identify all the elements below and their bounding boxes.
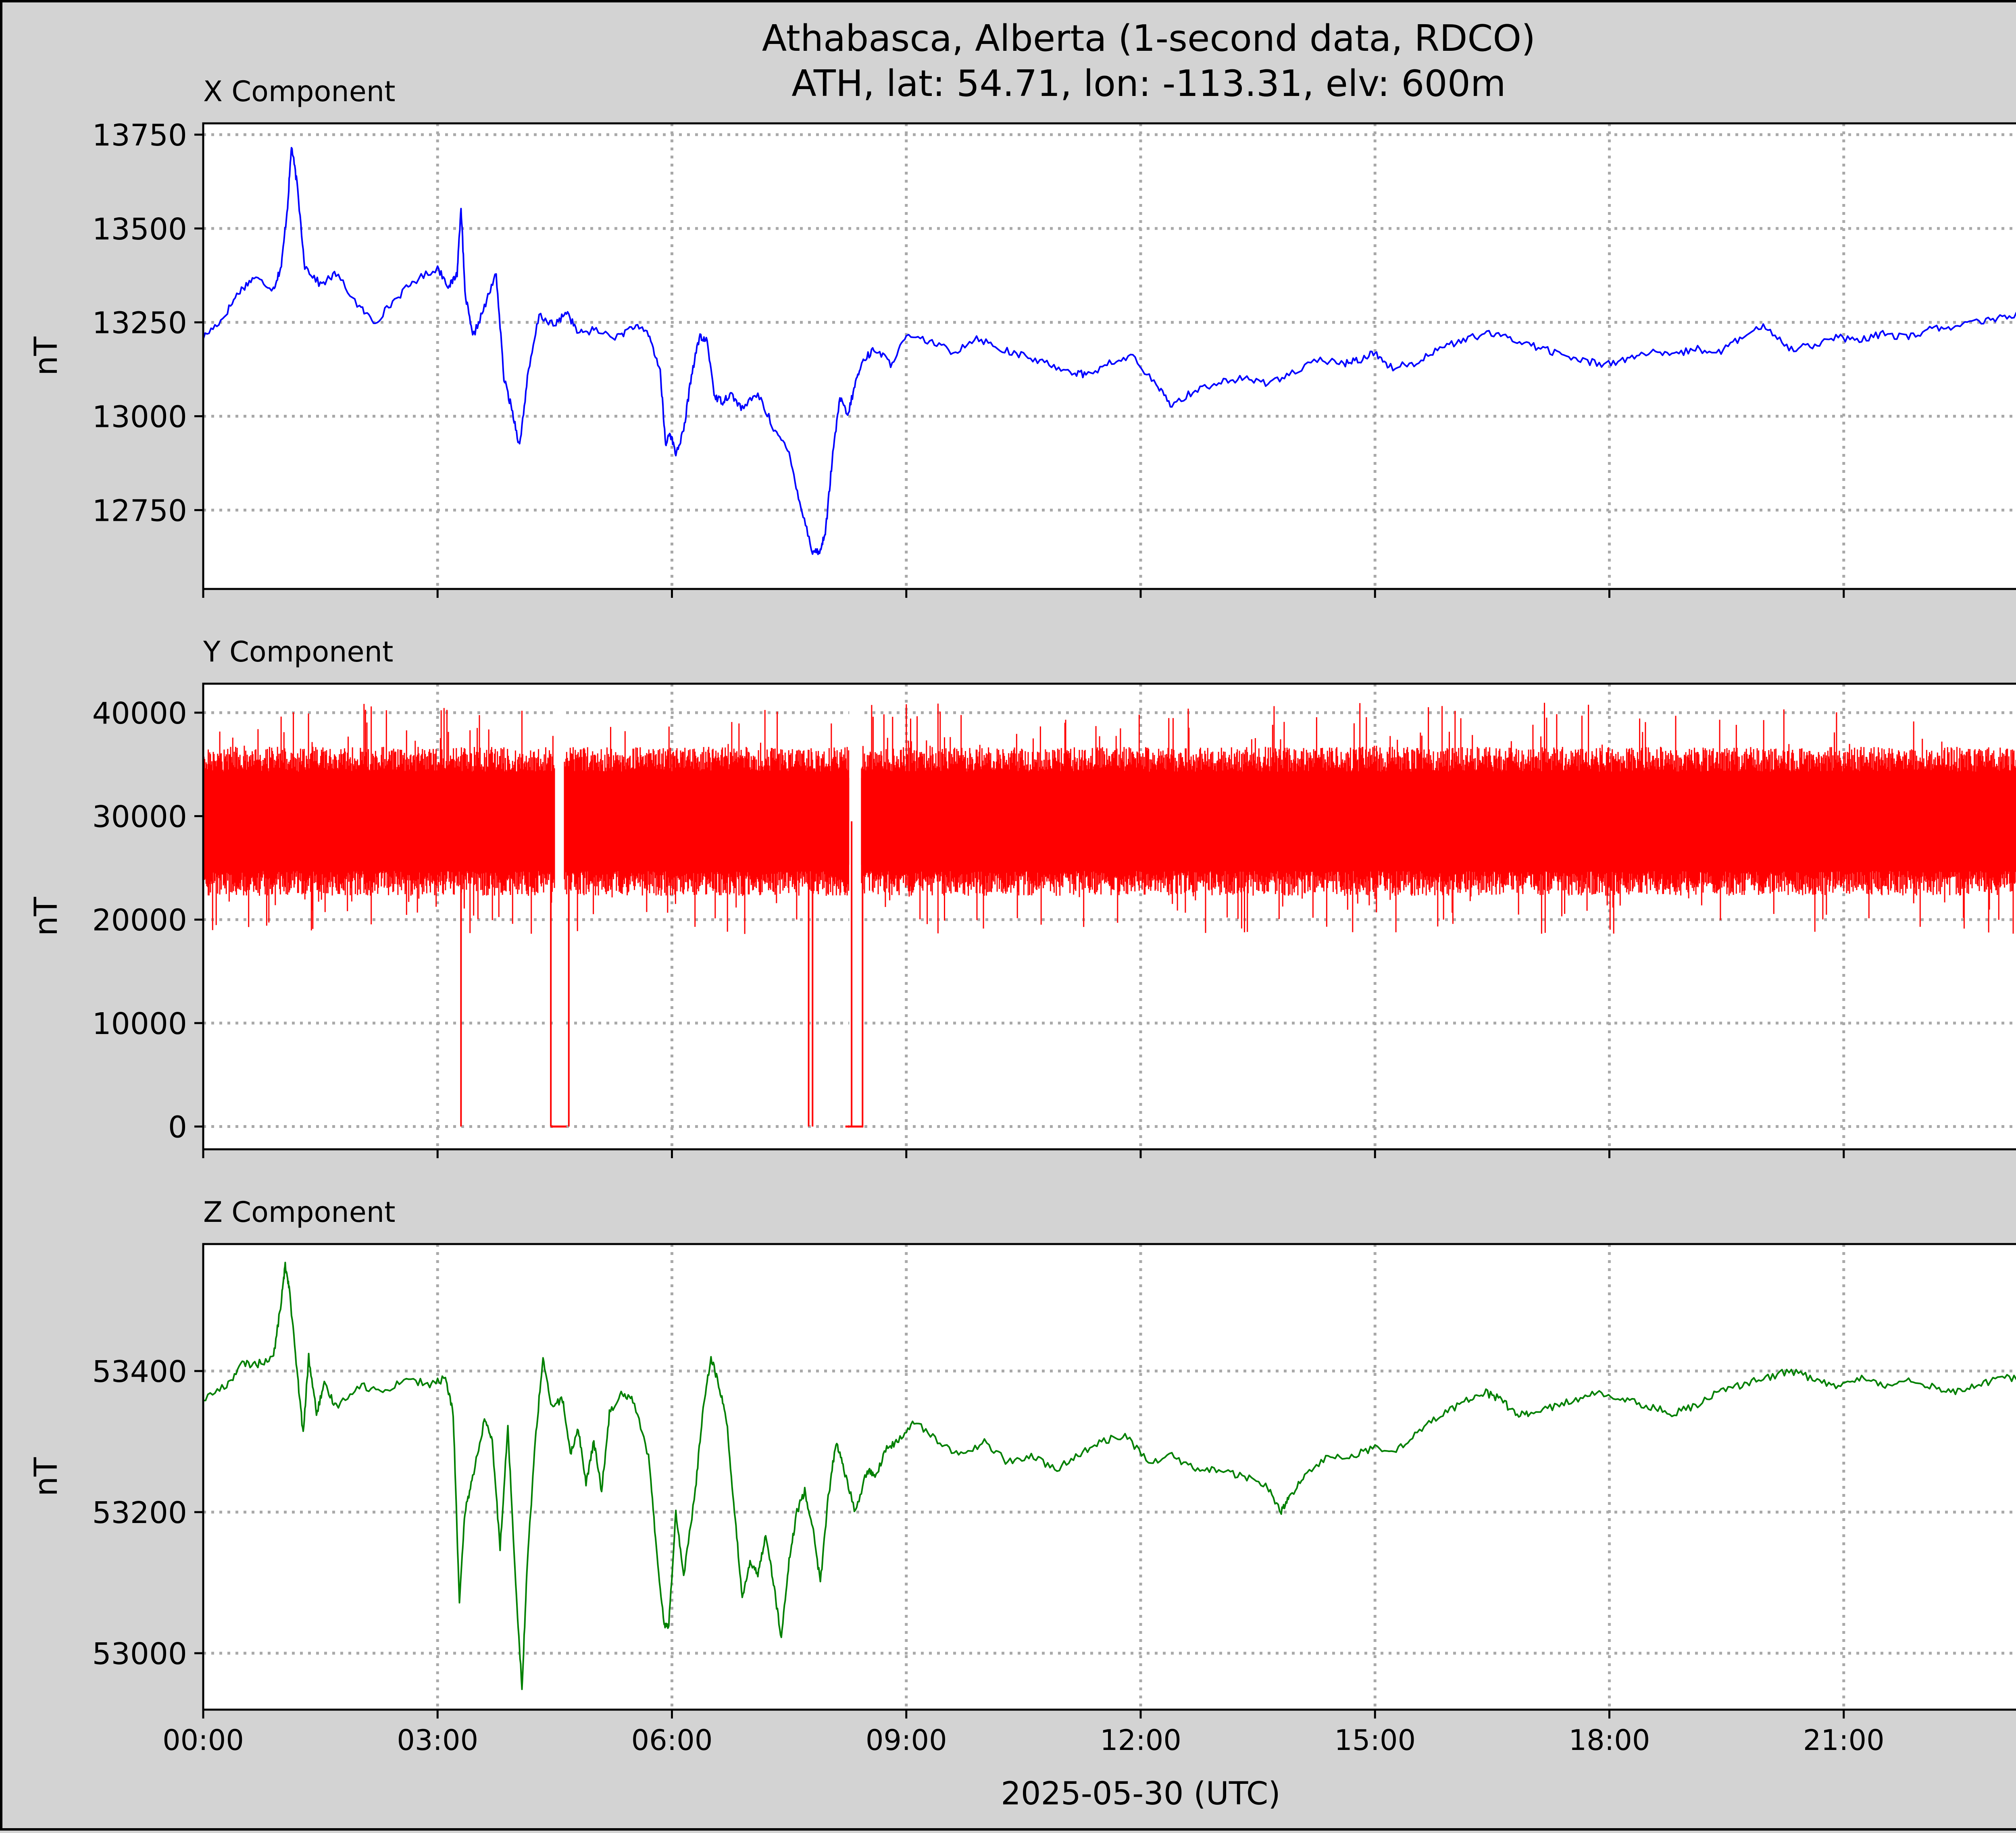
x-tick-label: 18:00	[1569, 1724, 1650, 1757]
plot-frame	[202, 1243, 2016, 1711]
panel-label: Y Component	[203, 635, 393, 668]
y-tick-label: 53400	[92, 1354, 187, 1389]
y-tick-label: 30000	[92, 800, 187, 834]
y-axis-label: nT	[28, 337, 65, 376]
x-axis-label: 2025-05-30 (UTC)	[1001, 1776, 1281, 1812]
y-tick-label: 53200	[92, 1496, 187, 1530]
x-tick-label: 09:00	[866, 1724, 947, 1757]
series-line	[203, 1261, 2016, 1690]
y-tick-label: 13000	[92, 400, 187, 435]
plot-frame	[202, 122, 2016, 590]
y-tick-label: 13250	[92, 306, 187, 341]
y-tick-label: 13750	[92, 118, 187, 153]
y-tick-label: 40000	[92, 696, 187, 731]
x-tick-label: 21:00	[1803, 1724, 1885, 1757]
panel-label: X Component	[203, 75, 396, 108]
plot-area-2	[203, 684, 2016, 1149]
plot-area-1	[203, 123, 2016, 589]
x-tick-label: 00:00	[162, 1724, 244, 1757]
y-axis-label: nT	[28, 1457, 65, 1496]
plot-area-3	[203, 1244, 2016, 1710]
panel-label: Z Component	[203, 1196, 396, 1229]
y-tick-label: 13500	[92, 212, 187, 247]
x-tick-label: 06:00	[631, 1724, 713, 1757]
y-tick-label: 20000	[92, 903, 187, 938]
y-tick-label: 53000	[92, 1637, 187, 1671]
x-tick-label: 03:00	[397, 1724, 478, 1757]
x-tick-label: 15:00	[1334, 1724, 1416, 1757]
data-gap	[554, 685, 564, 1148]
y-tick-label: 10000	[92, 1007, 187, 1041]
x-tick-label: 12:00	[1100, 1724, 1181, 1757]
series-line	[202, 147, 2016, 556]
y-axis-label: nT	[28, 897, 65, 936]
y-tick-label: 0	[168, 1110, 187, 1145]
chart-subtitle: ATH, lat: 54.71, lon: -113.31, elv: 600m	[791, 62, 1506, 105]
plot-frame	[202, 682, 2016, 1151]
y-tick-label: 12750	[92, 493, 187, 528]
chart-title: Athabasca, Alberta (1-second data, RDCO)	[762, 17, 1536, 60]
